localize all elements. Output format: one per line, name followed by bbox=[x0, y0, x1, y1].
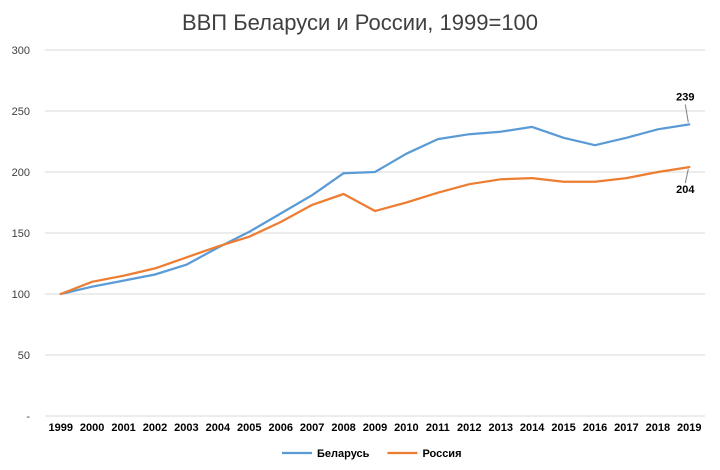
chart-title: ВВП Беларуси и России, 1999=100 bbox=[181, 10, 539, 35]
x-tick-label: 2013 bbox=[488, 422, 512, 434]
x-tick-label: 2009 bbox=[363, 422, 387, 434]
x-tick-label: 2018 bbox=[646, 422, 670, 434]
x-tick-label: 2008 bbox=[331, 422, 355, 434]
legend: Беларусь Россия bbox=[282, 448, 462, 460]
series-lines bbox=[59, 123, 691, 296]
y-tick-label: 250 bbox=[12, 106, 30, 118]
series-line-0 bbox=[59, 123, 691, 296]
legend-label: Россия bbox=[422, 448, 461, 460]
x-tick-label: 1999 bbox=[48, 422, 72, 434]
x-tick-label: 2007 bbox=[300, 422, 324, 434]
x-tick-label: 2011 bbox=[426, 422, 450, 434]
x-tick-label: 2000 bbox=[80, 422, 104, 434]
x-tick-label: 2019 bbox=[677, 422, 701, 434]
x-tick-label: 2001 bbox=[111, 422, 135, 434]
legend-label: Беларусь bbox=[317, 448, 370, 460]
y-tick-label: 100 bbox=[12, 289, 30, 301]
x-tick-label: 2004 bbox=[206, 422, 231, 434]
x-tick-label: 2005 bbox=[237, 422, 261, 434]
data-label-leader bbox=[684, 169, 689, 184]
y-axis-ticks: - 50 100 150 200 250 300 bbox=[12, 45, 31, 423]
x-tick-label: 2012 bbox=[457, 422, 481, 434]
x-tick-label: 2006 bbox=[268, 422, 292, 434]
x-tick-label: 2002 bbox=[143, 422, 167, 434]
y-tick-label: 150 bbox=[12, 228, 30, 240]
data-labels: 239 204 bbox=[676, 91, 695, 196]
x-tick-label: 2003 bbox=[174, 422, 198, 434]
data-label-leader bbox=[684, 104, 689, 123]
x-axis-ticks: 1999 2000 2001 2002 2003 2004 2005 2006 2007 2008… bbox=[48, 422, 701, 434]
gridlines bbox=[45, 49, 705, 417]
x-tick-label: 2015 bbox=[551, 422, 575, 434]
x-tick-label: 2014 bbox=[520, 422, 545, 434]
y-tick-label: 200 bbox=[12, 167, 30, 179]
y-tick-label: - bbox=[26, 411, 30, 423]
data-label: 204 bbox=[676, 184, 695, 196]
x-tick-label: 2016 bbox=[583, 422, 607, 434]
data-label: 239 bbox=[676, 91, 694, 103]
y-tick-label: 300 bbox=[12, 45, 30, 57]
x-tick-label: 2017 bbox=[614, 422, 638, 434]
x-tick-label: 2010 bbox=[394, 422, 418, 434]
series-line-1 bbox=[59, 165, 691, 296]
y-tick-label: 50 bbox=[18, 350, 30, 362]
